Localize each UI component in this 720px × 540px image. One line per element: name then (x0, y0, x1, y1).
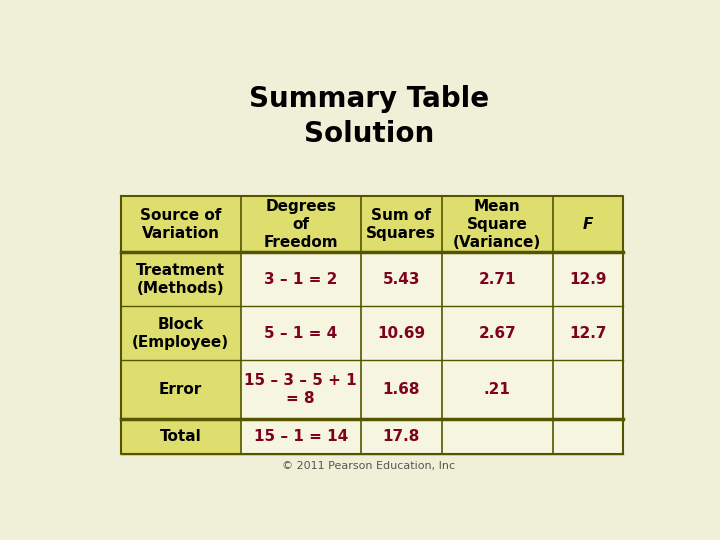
Text: 2.71: 2.71 (479, 272, 516, 287)
Bar (361, 253, 441, 306)
Text: 2.67: 2.67 (479, 326, 516, 341)
Bar (240, 419, 361, 454)
Text: Error: Error (159, 382, 202, 397)
Text: 12.9: 12.9 (570, 272, 607, 287)
Text: Mean
Square
(Variance): Mean Square (Variance) (453, 199, 541, 249)
Text: 5.43: 5.43 (382, 272, 420, 287)
Text: 3 – 1 = 2: 3 – 1 = 2 (264, 272, 338, 287)
Text: 17.8: 17.8 (382, 429, 420, 444)
Bar (121, 419, 240, 454)
Bar (441, 306, 553, 360)
Text: Sum of
Squares: Sum of Squares (366, 208, 436, 241)
Text: 1.68: 1.68 (382, 382, 420, 397)
Text: Treatment
(Methods): Treatment (Methods) (136, 263, 225, 296)
Bar (441, 253, 553, 306)
Text: Degrees
of
Freedom: Degrees of Freedom (264, 199, 338, 249)
Text: Summary Table
Solution: Summary Table Solution (249, 85, 489, 148)
Bar (441, 360, 553, 419)
Text: 15 – 1 = 14: 15 – 1 = 14 (253, 429, 348, 444)
Text: .21: .21 (484, 382, 510, 397)
Text: 5 – 1 = 4: 5 – 1 = 4 (264, 326, 337, 341)
Bar (361, 360, 441, 419)
Bar (240, 306, 361, 360)
Bar (553, 253, 623, 306)
Text: 10.69: 10.69 (377, 326, 425, 341)
Text: Total: Total (160, 429, 202, 444)
Bar (441, 419, 553, 454)
Text: 15 – 3 – 5 + 1
= 8: 15 – 3 – 5 + 1 = 8 (244, 373, 357, 406)
Text: 12.7: 12.7 (570, 326, 607, 341)
Bar (361, 419, 441, 454)
Bar (553, 306, 623, 360)
Text: Block
(Employee): Block (Employee) (132, 317, 229, 350)
Bar (121, 196, 623, 253)
Bar (553, 419, 623, 454)
Bar (121, 306, 240, 360)
Bar (553, 360, 623, 419)
Text: © 2011 Pearson Education, Inc: © 2011 Pearson Education, Inc (282, 462, 456, 471)
Bar (361, 306, 441, 360)
Text: F: F (582, 217, 593, 232)
Bar (121, 253, 240, 306)
Text: Source of
Variation: Source of Variation (140, 208, 221, 241)
Bar (240, 360, 361, 419)
Bar (121, 360, 240, 419)
Bar (240, 253, 361, 306)
